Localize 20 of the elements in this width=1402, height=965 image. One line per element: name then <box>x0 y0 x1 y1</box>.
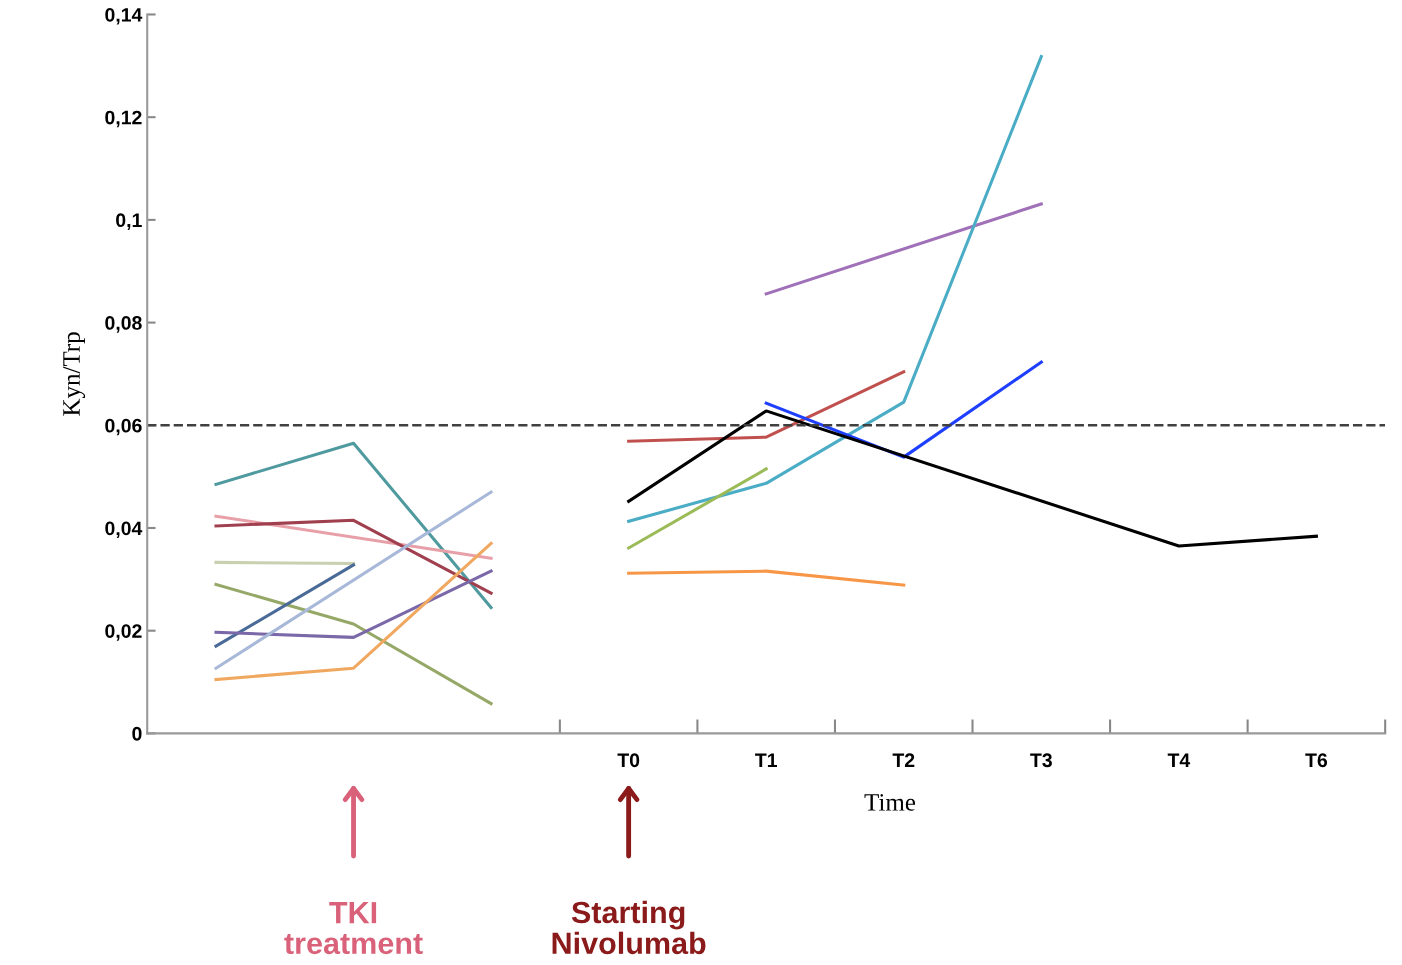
y-tick-label: 0,14 <box>105 7 143 25</box>
y-tick-label: 0,08 <box>105 316 142 333</box>
x-tick-label: T3 <box>1030 753 1052 768</box>
text: TKI treatment <box>284 902 423 955</box>
y-tick-label: 0,1 <box>116 213 142 230</box>
x-tick-label: T0 <box>617 753 640 768</box>
x-tick-label: T2 <box>892 753 915 767</box>
text: Starting Nivolumab <box>552 900 706 955</box>
x-axis-title: Time <box>864 793 916 811</box>
y-tick-label: 0,12 <box>105 110 142 128</box>
y-tick-label: 0,02 <box>105 624 142 641</box>
y-axis-title: Kyn/Trp <box>63 332 86 416</box>
line-series <box>627 55 1043 523</box>
x-tick-label: T6 <box>1305 753 1328 768</box>
y-tick-label: 0,04 <box>105 521 143 539</box>
line-series <box>627 409 1318 548</box>
x-tick-label: T1 <box>755 753 777 767</box>
y-tick-label: 0 <box>132 726 142 741</box>
y-tick-label: 0,06 <box>105 418 142 436</box>
x-tick-label: T4 <box>1167 753 1191 767</box>
